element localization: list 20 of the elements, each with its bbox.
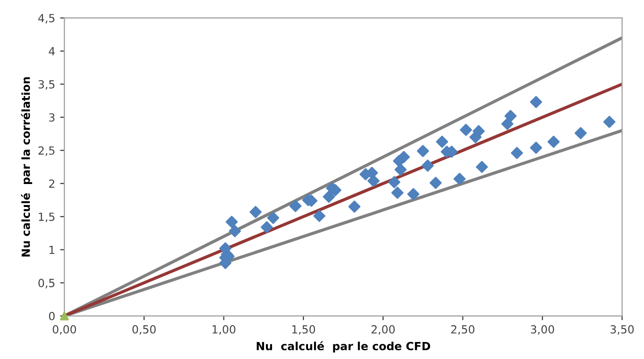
y-tick-label: 3 (49, 113, 54, 122)
y-tick-label: 1 (50, 246, 54, 254)
x-tick-label: 2,50 (451, 325, 474, 335)
y-tick-label: 4,5 (38, 14, 54, 24)
x-axis-title: Nu calculé par le code CFD (256, 341, 430, 352)
y-tick-label: 2 (49, 179, 54, 188)
y-tick-label: 3,5 (38, 80, 54, 90)
y-tick-label: 1,5 (38, 212, 54, 222)
x-tick-label: 2,00 (372, 325, 395, 335)
y-tick-label: 4 (48, 47, 55, 56)
x-tick-label: 3,00 (530, 325, 554, 335)
y-tick-label: 0,5 (38, 278, 54, 288)
x-tick-label: 0,00 (52, 325, 76, 335)
x-tick-label: 1,50 (292, 325, 316, 335)
y-axis-title: Nu calculé par la corrélation (20, 77, 32, 257)
x-tick-label: 0,50 (132, 325, 156, 335)
y-tick-label: 0 (49, 312, 55, 320)
x-tick-label: 1,00 (212, 325, 236, 335)
y-tick-label: 2,5 (38, 146, 54, 156)
x-tick-label: 3,50 (610, 325, 634, 335)
